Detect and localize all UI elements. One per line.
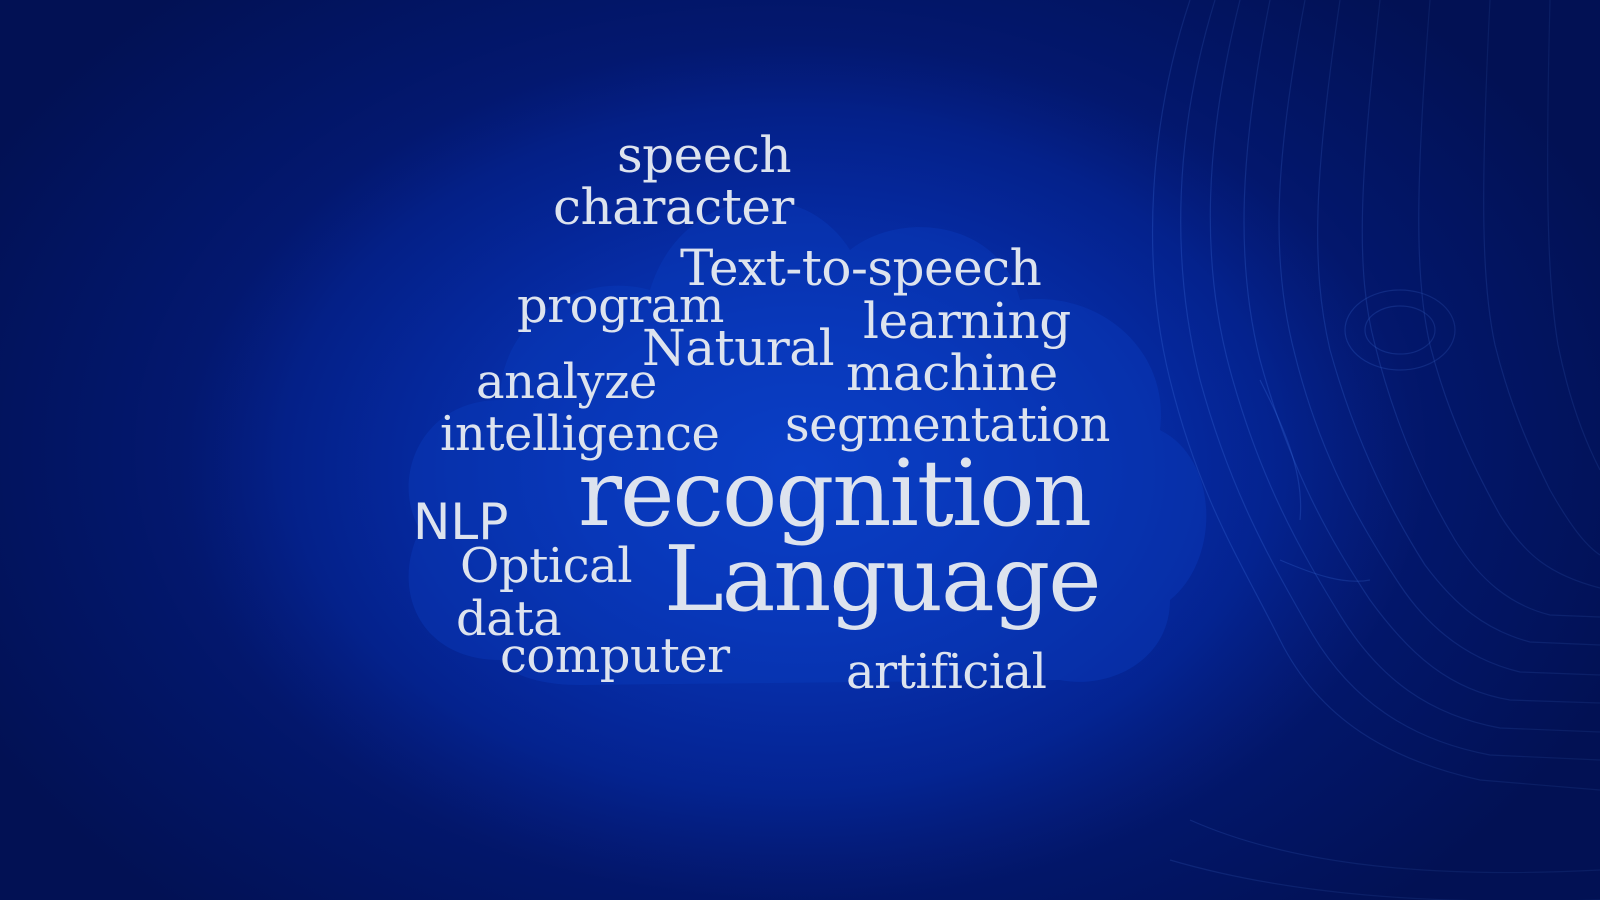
word-language: Language [664, 527, 1101, 632]
word-segmentation: segmentation [785, 397, 1110, 453]
word-optical: Optical [460, 538, 633, 594]
word-speech: speech [617, 126, 792, 184]
word-computer: computer [500, 628, 730, 684]
word-machine: machine [846, 344, 1058, 402]
cloud-silhouette-graphic [408, 200, 1207, 685]
word-natural: Natural [642, 319, 835, 377]
word-character: character [553, 178, 794, 236]
word-learning: learning [863, 292, 1071, 350]
wireframe-face-graphic [1151, 0, 1600, 900]
word-nlp: NLP [413, 493, 509, 551]
word-recognition: recognition [578, 440, 1092, 547]
word-artificial: artificial [846, 644, 1047, 700]
word-intelligence: intelligence [440, 406, 720, 462]
word-analyze: analyze [476, 354, 657, 410]
word-program: program [517, 278, 724, 334]
word-text-to-speech: Text-to-speech [680, 239, 1042, 297]
word-data: data [456, 591, 562, 647]
